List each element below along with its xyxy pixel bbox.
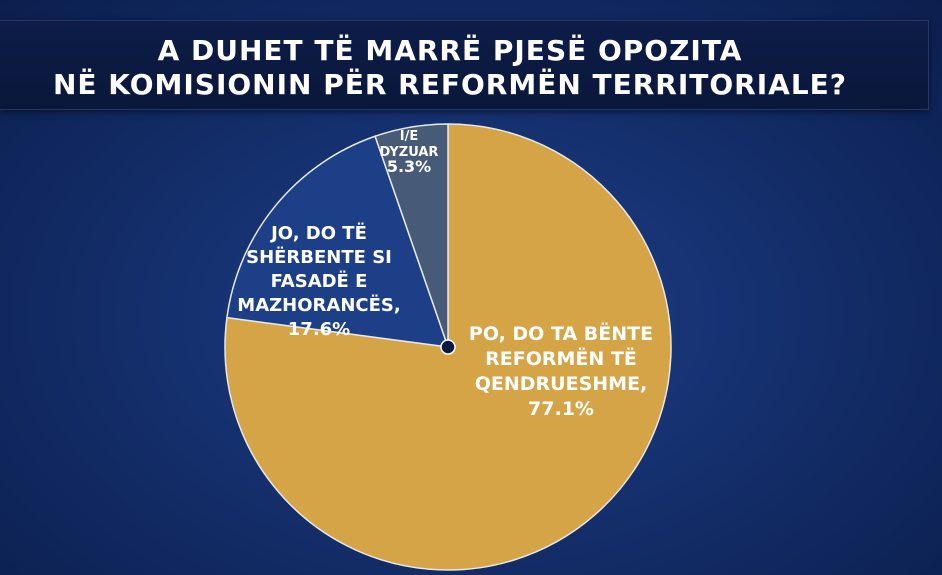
- chart-title-line-1: A DUHET TË MARRË PJESË OPOZITA: [157, 34, 743, 67]
- slice-label-2-line-1: DYZUAR: [380, 145, 439, 160]
- slice-label-0-line-0: PO, DO TA BËNTE: [469, 321, 653, 345]
- title-bar: [0, 20, 929, 110]
- slice-value-label-0: 77.1%: [528, 398, 594, 420]
- slice-label-1-line-1: SHËRBENTE SI: [246, 246, 392, 268]
- slice-value-label-2: 5.3%: [387, 157, 431, 176]
- slice-label-0-line-1: REFORMËN TË: [485, 346, 637, 370]
- chart-title-line-2: NË KOMISIONIN PËR REFORMËN TERRITORIALE?: [52, 68, 848, 101]
- slice-label-0-line-2: QENDRUESHME,: [475, 373, 648, 395]
- pie-center-dot: [440, 339, 456, 355]
- slice-label-1-line-0: JO, DO TË: [269, 222, 367, 244]
- pie-slice-2: [374, 123, 449, 348]
- slice-value-label-1: 17.6%: [288, 319, 350, 340]
- slice-label-1-line-3: MAZHORANCËS,: [237, 294, 400, 316]
- slice-label-1-line-2: FASADË E: [271, 270, 368, 292]
- slice-label-2-line-0: I/E: [400, 129, 418, 144]
